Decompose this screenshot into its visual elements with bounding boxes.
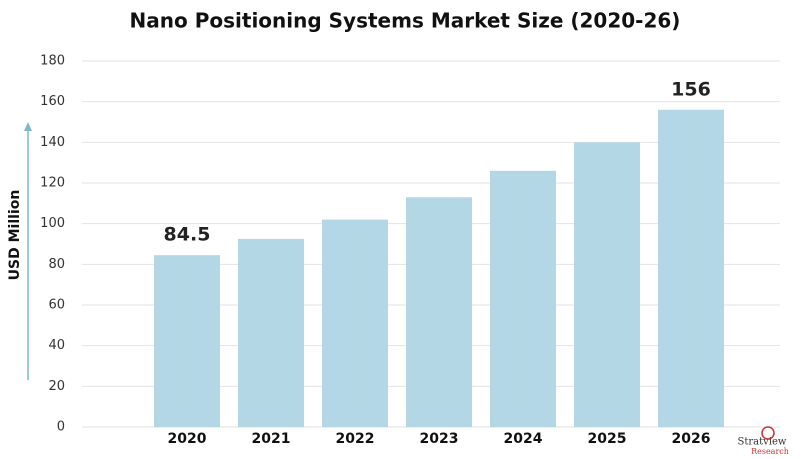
x-tick-label: 2022 — [336, 431, 375, 447]
bar — [658, 109, 724, 428]
y-tick-label: 100 — [40, 216, 65, 231]
bar — [490, 170, 556, 428]
x-tick-label: 2023 — [420, 431, 459, 447]
x-tick-label: 2020 — [168, 431, 207, 447]
y-tick-label: 160 — [40, 94, 65, 109]
axis-arrow-head — [24, 122, 32, 131]
logo-text: Research — [751, 447, 789, 456]
x-tick-label: 2024 — [504, 431, 543, 447]
y-tick-label: 140 — [40, 135, 65, 150]
y-tick-label: 180 — [40, 54, 65, 69]
x-tick-label: 2026 — [672, 431, 711, 447]
logo-text: Stratview — [738, 437, 787, 448]
bar — [322, 219, 388, 427]
y-tick-label: 20 — [48, 379, 65, 394]
x-tick-label: 2021 — [252, 431, 291, 447]
logo-icon — [761, 426, 775, 440]
y-tick-label: 0 — [57, 420, 65, 435]
bar — [238, 238, 304, 427]
data-label: 84.5 — [164, 224, 211, 246]
y-axis-title: USD Million — [7, 190, 23, 281]
x-tick-label: 2025 — [588, 431, 627, 447]
logo: Stratview Research — [738, 426, 789, 456]
bar — [574, 142, 640, 428]
y-tick-label: 120 — [40, 176, 65, 191]
bar — [154, 255, 220, 427]
bar — [406, 197, 472, 427]
y-tick-label: 80 — [48, 257, 65, 272]
chart-title: Nano Positioning Systems Market Size (20… — [130, 9, 681, 33]
y-tick-label: 40 — [48, 338, 65, 353]
data-label: 156 — [671, 78, 711, 100]
y-tick-label: 60 — [48, 298, 65, 313]
